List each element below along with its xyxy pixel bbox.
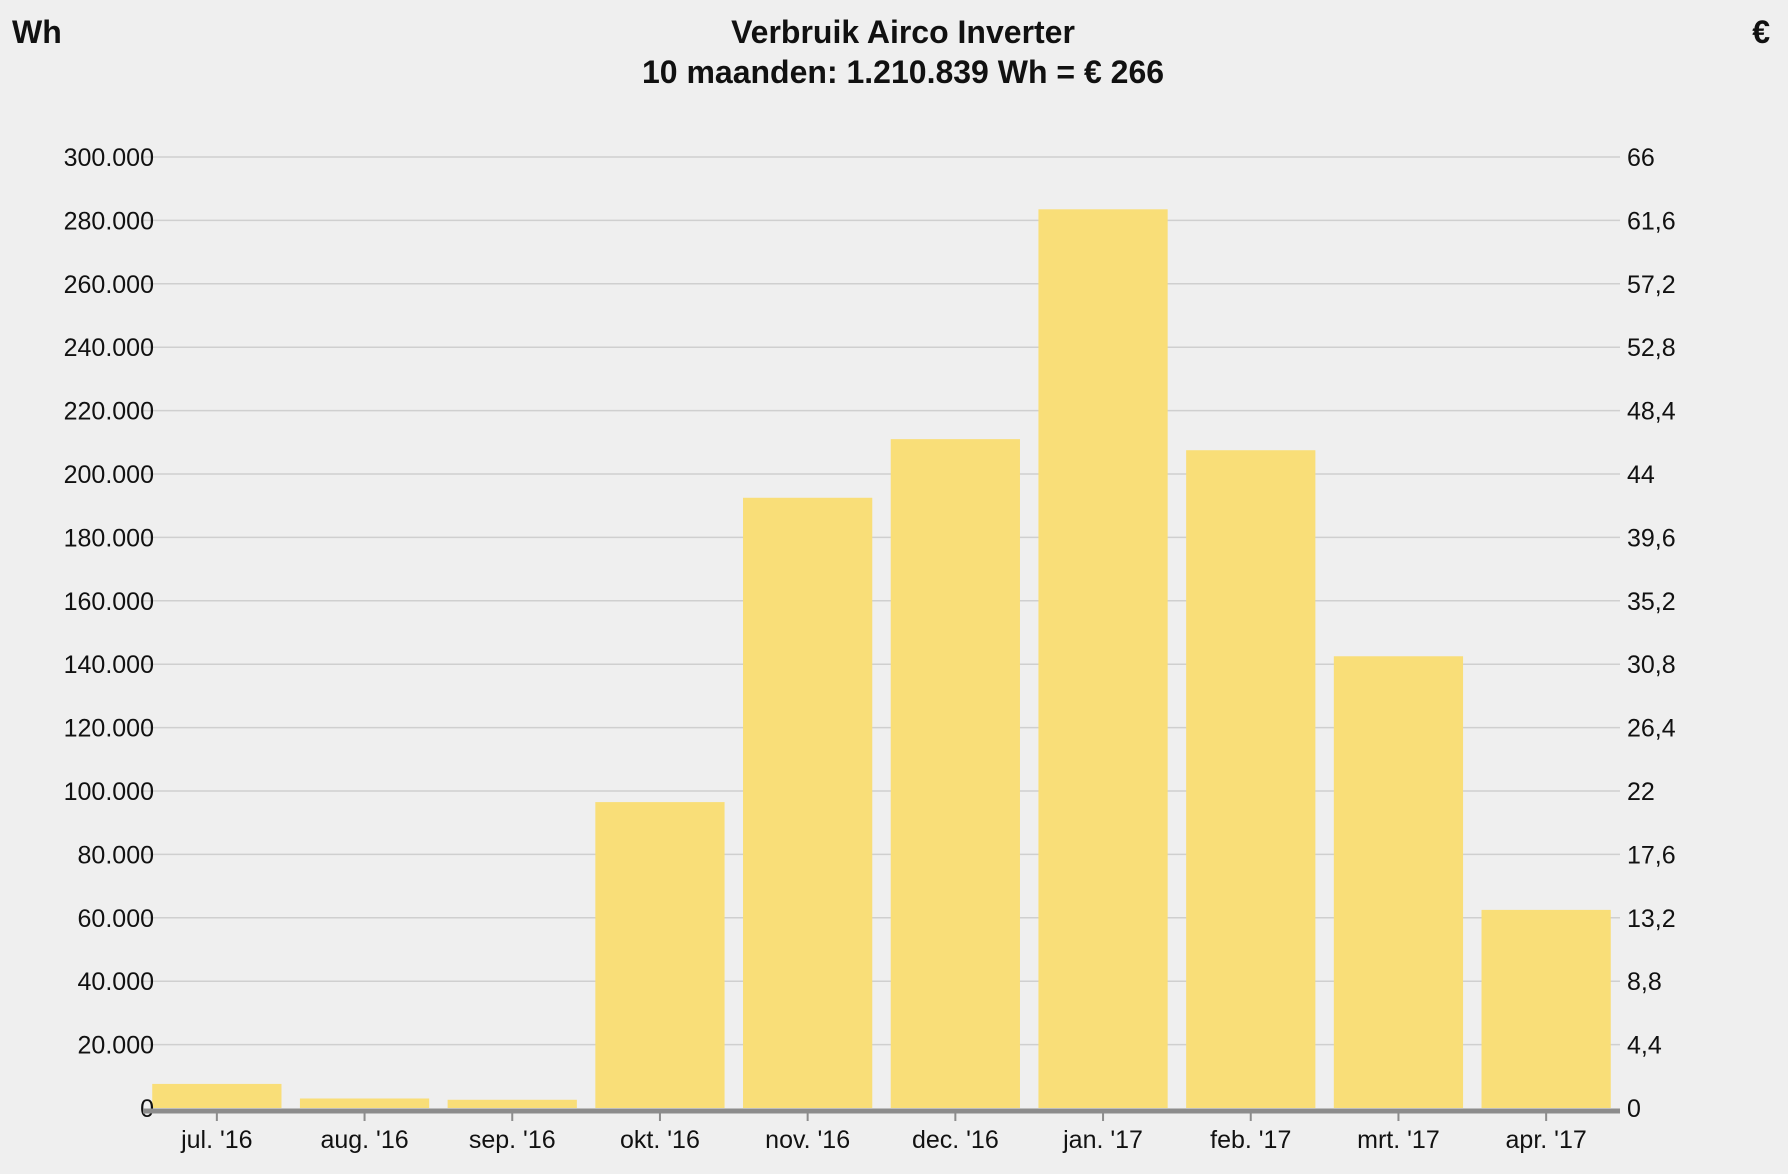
chart-title: Verbruik Airco Inverter — [731, 14, 1075, 50]
x-tick-label: jan. '17 — [1062, 1126, 1143, 1154]
y2-tick-label: 17,6 — [1627, 841, 1676, 869]
x-tick-label: nov. '16 — [765, 1126, 850, 1154]
y2-tick-label: 4,4 — [1627, 1032, 1662, 1060]
y2-tick-label: 22 — [1627, 778, 1655, 806]
y2-tick-label: 8,8 — [1627, 968, 1662, 996]
y2-tick-label: 30,8 — [1627, 651, 1676, 679]
y-tick-label: 120.000 — [64, 715, 154, 743]
x-tick-label: feb. '17 — [1210, 1126, 1291, 1154]
y-tick-label: 40.000 — [78, 968, 154, 996]
y-tick-label: 280.000 — [64, 207, 154, 235]
y-tick-label: 160.000 — [64, 588, 154, 616]
bar — [1481, 909, 1611, 1108]
y2-tick-label: 61,6 — [1627, 207, 1676, 235]
y2-tick-label: 52,8 — [1627, 334, 1676, 362]
x-tick-label: sep. '16 — [469, 1126, 556, 1154]
x-tick-label: mrt. '17 — [1357, 1126, 1440, 1154]
bar — [152, 1083, 282, 1108]
y-tick-label: 100.000 — [64, 778, 154, 806]
bar — [447, 1099, 577, 1108]
y-tick-label: 80.000 — [78, 841, 154, 869]
bar — [1333, 656, 1464, 1108]
y2-tick-label: 66 — [1627, 144, 1655, 172]
y-tick-label: 220.000 — [64, 398, 154, 426]
y2-tick-label: 35,2 — [1627, 588, 1676, 616]
y2-tick-label: 57,2 — [1627, 271, 1676, 299]
y2-tick-label: 44 — [1627, 461, 1655, 489]
bar — [890, 439, 1020, 1108]
x-tick-label: okt. '16 — [620, 1126, 700, 1154]
bars — [152, 209, 1611, 1109]
y-tick-label: 60.000 — [78, 905, 154, 933]
y-tick-label: 20.000 — [78, 1032, 154, 1060]
y-tick-label: 180.000 — [64, 524, 154, 552]
right-y-axis: 0 4,4 8,8 13,2 17,6 22 26,4 30,8 35,2 39,6 44 48,4 5… — [1627, 144, 1676, 1123]
y-tick-label: 300.000 — [64, 144, 154, 172]
y-tick-label: 240.000 — [64, 334, 154, 362]
x-axis: jul. '16 aug. '16 sep. '16 okt. '16 nov. '16… — [180, 1113, 1587, 1154]
x-tick-label: jul. '16 — [180, 1126, 252, 1154]
y2-tick-label: 0 — [1627, 1095, 1641, 1123]
y-tick-label: 200.000 — [64, 461, 154, 489]
right-axis-unit: € — [1752, 14, 1770, 50]
bar — [1038, 209, 1168, 1108]
bar — [1186, 450, 1316, 1109]
y2-tick-label: 13,2 — [1627, 905, 1676, 933]
y2-tick-label: 26,4 — [1627, 715, 1676, 743]
left-axis-unit: Wh — [12, 14, 62, 50]
bar — [299, 1098, 430, 1108]
y2-tick-label: 48,4 — [1627, 398, 1676, 426]
y-tick-label: 260.000 — [64, 271, 154, 299]
x-tick-label: dec. '16 — [912, 1126, 999, 1154]
chart-subtitle: 10 maanden: 1.210.839 Wh = € 266 — [642, 54, 1164, 90]
x-tick-label: aug. '16 — [320, 1126, 408, 1154]
y2-tick-label: 39,6 — [1627, 524, 1676, 552]
gridlines — [143, 156, 1620, 1046]
x-tick-label: apr. '17 — [1506, 1126, 1587, 1154]
left-y-axis: 020.00040.00060.00080.000100.000120.0001… — [64, 144, 154, 1123]
bar — [743, 497, 873, 1108]
y-tick-label: 140.000 — [64, 651, 154, 679]
bar — [595, 802, 725, 1108]
